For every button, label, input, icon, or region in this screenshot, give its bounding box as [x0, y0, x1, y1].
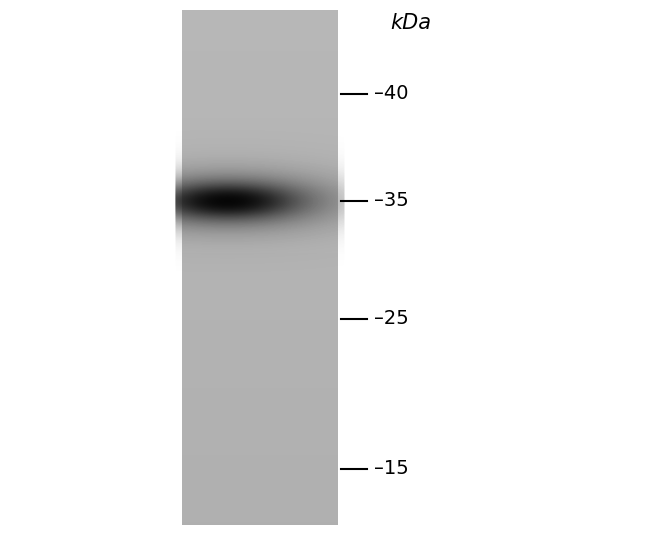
Text: –15: –15: [374, 459, 408, 479]
Text: –35: –35: [374, 191, 408, 211]
Text: –25: –25: [374, 309, 408, 329]
Text: –40: –40: [374, 84, 408, 103]
Text: kDa: kDa: [390, 13, 431, 33]
